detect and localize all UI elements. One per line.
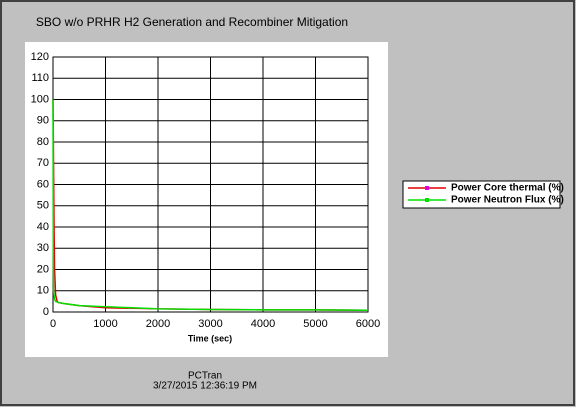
- footer-timestamp: 3/27/2015 12:36:19 PM: [153, 381, 257, 392]
- y-tick-label: 110: [31, 72, 49, 84]
- y-tick-label: 80: [37, 136, 49, 148]
- plot-panel: [25, 42, 388, 357]
- legend-marker: [425, 198, 429, 202]
- y-tick-label: 100: [31, 93, 49, 105]
- y-tick-label: 60: [37, 178, 49, 190]
- chart-title: SBO w/o PRHR H2 Generation and Recombine…: [36, 15, 348, 29]
- x-tick-label: 5000: [303, 318, 327, 330]
- series-line: [52, 99, 369, 312]
- y-tick-label: 30: [37, 242, 49, 254]
- legend-label: Power Core thermal (%): [451, 183, 564, 194]
- legend-label: Power Neutron Flux (%): [451, 195, 564, 206]
- x-tick-label: 4000: [251, 318, 275, 330]
- legend-box: [402, 180, 561, 209]
- x-tick-label: 0: [50, 318, 56, 330]
- x-tick-label: 1000: [93, 318, 117, 330]
- x-axis-label: Time (sec): [188, 333, 232, 343]
- x-tick-label: 3000: [198, 318, 222, 330]
- y-tick-label: 40: [37, 221, 49, 233]
- x-tick-label: 2000: [146, 318, 170, 330]
- y-tick-label: 120: [31, 51, 49, 63]
- footer-program: PCTran: [188, 371, 222, 382]
- y-tick-label: 70: [37, 157, 49, 169]
- y-tick-label: 10: [37, 285, 49, 297]
- y-tick-label: 20: [37, 263, 49, 275]
- y-tick-label: 90: [37, 115, 49, 127]
- x-tick-label: 6000: [356, 318, 380, 330]
- y-tick-label: 50: [37, 200, 49, 212]
- y-tick-label: 0: [43, 306, 49, 318]
- legend-marker: [425, 186, 429, 190]
